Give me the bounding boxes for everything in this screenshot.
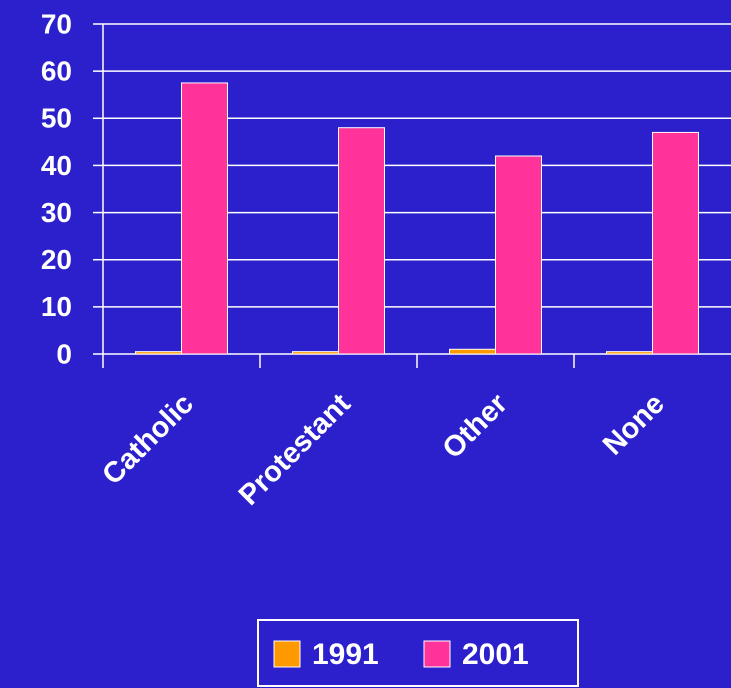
y-tick-label: 30 [41, 197, 72, 228]
y-tick-label: 10 [41, 291, 72, 322]
x-tick-label: None [597, 388, 671, 462]
x-tick-label: Catholic [96, 388, 200, 492]
bar [338, 127, 385, 355]
legend-label: 1991 [312, 638, 379, 671]
bar [652, 131, 699, 355]
bar [606, 351, 653, 355]
legend-box [257, 619, 579, 687]
bar [135, 351, 182, 355]
bar [181, 82, 228, 355]
y-tick-label: 70 [41, 8, 72, 39]
legend-label: 2001 [462, 638, 529, 671]
legend-swatch [423, 640, 451, 668]
x-tick-label: Protestant [233, 387, 357, 511]
legend-swatch [273, 640, 301, 668]
bar [495, 155, 542, 355]
y-tick-label: 50 [41, 103, 72, 134]
x-tick-label: Other [437, 388, 514, 465]
bar [449, 348, 496, 355]
y-tick-label: 40 [41, 150, 72, 181]
y-tick-label: 0 [56, 338, 72, 369]
y-tick-label: 60 [41, 56, 72, 87]
bar [292, 351, 339, 355]
y-tick-label: 20 [41, 244, 72, 275]
